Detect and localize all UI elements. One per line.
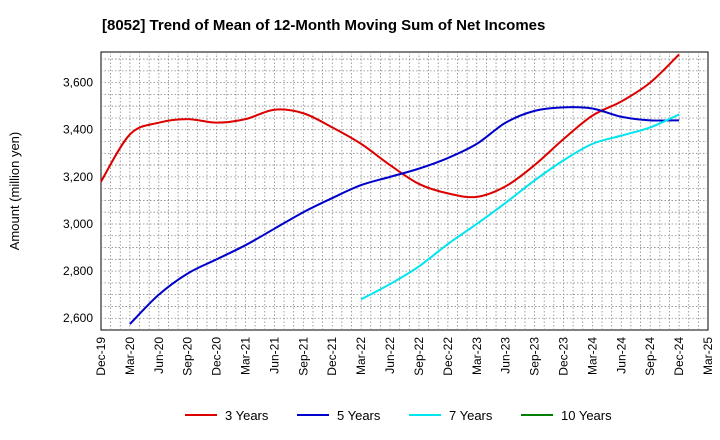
y-tick-label: 2,600 xyxy=(63,311,93,325)
x-tick-label: Sep-20 xyxy=(181,337,195,376)
x-tick-label: Mar-24 xyxy=(585,337,599,375)
x-tick-label: Sep-23 xyxy=(528,337,542,376)
x-tick-label: Mar-21 xyxy=(239,337,253,375)
y-tick-label: 3,400 xyxy=(63,123,93,137)
legend-label-7-years: 7 Years xyxy=(449,408,493,423)
x-tick-label: Mar-23 xyxy=(470,337,484,375)
x-tick-label: Sep-22 xyxy=(412,337,426,376)
legend: 3 Years 5 Years 7 Years 10 Years xyxy=(185,408,612,423)
chart-title: [8052] Trend of Mean of 12-Month Moving … xyxy=(102,17,545,34)
y-axis-label: Amount (million yen) xyxy=(7,132,22,251)
x-tick-label: Jun-21 xyxy=(267,337,281,374)
series-line-7-years xyxy=(360,113,680,301)
series-line-3-years xyxy=(100,53,680,199)
x-tick-label: Jun-20 xyxy=(152,337,166,374)
x-tick-label: Mar-20 xyxy=(123,337,137,375)
y-tick-label: 3,000 xyxy=(63,217,93,231)
x-tick-label: Dec-21 xyxy=(325,337,339,376)
x-tick-label: Dec-19 xyxy=(94,337,108,376)
legend-label-3-years: 3 Years xyxy=(225,408,269,423)
x-tick-label: Sep-21 xyxy=(296,337,310,376)
legend-label-10-years: 10 Years xyxy=(561,408,612,423)
y-tick-label: 3,200 xyxy=(63,170,93,184)
grid-lines xyxy=(101,52,708,330)
y-tick-label: 2,800 xyxy=(63,264,93,278)
x-tick-label: Jun-24 xyxy=(614,337,628,374)
x-tick-label: Dec-23 xyxy=(556,337,570,376)
series-line-5-years xyxy=(129,106,680,325)
x-tick-label: Sep-24 xyxy=(643,337,657,376)
x-tick-label: Dec-22 xyxy=(441,337,455,376)
x-tick-label: Jun-23 xyxy=(499,337,513,374)
x-tick-label: Dec-24 xyxy=(672,337,686,376)
legend-label-5-years: 5 Years xyxy=(337,408,381,423)
x-tick-label: Jun-22 xyxy=(383,337,397,374)
x-tick-label: Mar-22 xyxy=(354,337,368,375)
plot-area xyxy=(100,51,709,331)
series-layer xyxy=(100,53,680,325)
tick-labels: 2,600 2,800 3,000 3,200 3,400 3,600 Dec-19 Mar-… xyxy=(63,76,715,376)
x-tick-label: Mar-25 xyxy=(701,337,715,375)
y-tick-label: 3,600 xyxy=(63,76,93,90)
x-tick-label: Dec-20 xyxy=(210,337,224,376)
